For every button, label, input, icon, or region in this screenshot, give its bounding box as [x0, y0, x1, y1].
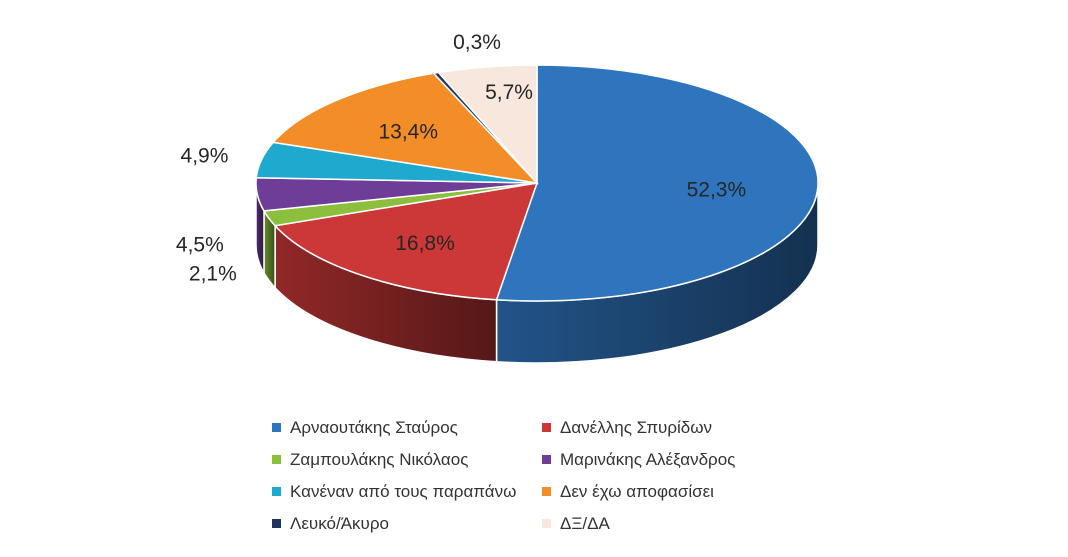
- slice-7-top: [437, 64, 538, 185]
- data-label-5: 13,4%: [378, 120, 438, 143]
- data-label-0: 52,3%: [687, 178, 747, 201]
- legend-label-3: Μαρινάκης Αλέξανδρος: [560, 449, 736, 469]
- slice-1-top: [273, 182, 539, 301]
- legend-item-0: Αρναουτάκης Σταύρος: [272, 414, 542, 441]
- pie-top-layer: [255, 64, 819, 302]
- data-label-4: 4,9%: [181, 145, 229, 168]
- legend-item-5: Δεν έχω αποφασίσει: [542, 478, 812, 505]
- legend-label-7: ΔΞ/ΔΑ: [560, 513, 610, 533]
- legend-item-7: ΔΞ/ΔΑ: [542, 510, 812, 537]
- legend-swatch-4: [272, 487, 281, 496]
- legend-item-6: Λευκό/Άκυρο: [272, 510, 542, 537]
- slice-0-top: [495, 64, 819, 302]
- data-label-2: 2,1%: [189, 263, 237, 286]
- legend-item-2: Ζαμπουλάκης Νικόλαος: [272, 446, 542, 473]
- slice-5-top: [271, 72, 540, 185]
- legend-swatch-1: [542, 423, 551, 432]
- legend-swatch-2: [272, 455, 281, 464]
- chart-legend: Αρναουτάκης Σταύρος Δανέλλης Σπυρίδων Ζαμπ…: [272, 414, 812, 537]
- legend-swatch-3: [542, 455, 551, 464]
- legend-label-5: Δεν έχω αποφασίσει: [560, 481, 714, 501]
- legend-swatch-6: [272, 519, 281, 528]
- legend-swatch-0: [272, 423, 281, 432]
- legend-label-4: Κανέναν από τους παραπάνω: [290, 481, 517, 501]
- data-label-7: 5,7%: [485, 81, 533, 104]
- legend-swatch-5: [542, 487, 551, 496]
- legend-item-4: Κανέναν από τους παραπάνω: [272, 478, 542, 505]
- data-label-1: 16,8%: [395, 232, 455, 255]
- pie-chart: 52,3% 16,8% 2,1% 4,5% 4,9% 13,4% 0,3% 5,7%: [176, 31, 819, 364]
- legend-label-2: Ζαμπουλάκης Νικόλαος: [290, 449, 469, 469]
- legend-label-1: Δανέλλης Σπυρίδων: [560, 417, 713, 437]
- data-label-6: 0,3%: [453, 31, 501, 54]
- legend-item-1: Δανέλλης Σπυρίδων: [542, 414, 812, 441]
- data-labels: 52,3% 16,8% 2,1% 4,5% 4,9% 13,4% 0,3% 5,7%: [176, 31, 746, 286]
- data-label-3: 4,5%: [176, 233, 224, 256]
- legend-item-3: Μαρινάκης Αλέξανδρος: [542, 446, 812, 473]
- legend-label-0: Αρναουτάκης Σταύρος: [290, 417, 458, 437]
- legend-swatch-7: [542, 519, 551, 528]
- legend-label-6: Λευκό/Άκυρο: [290, 513, 389, 533]
